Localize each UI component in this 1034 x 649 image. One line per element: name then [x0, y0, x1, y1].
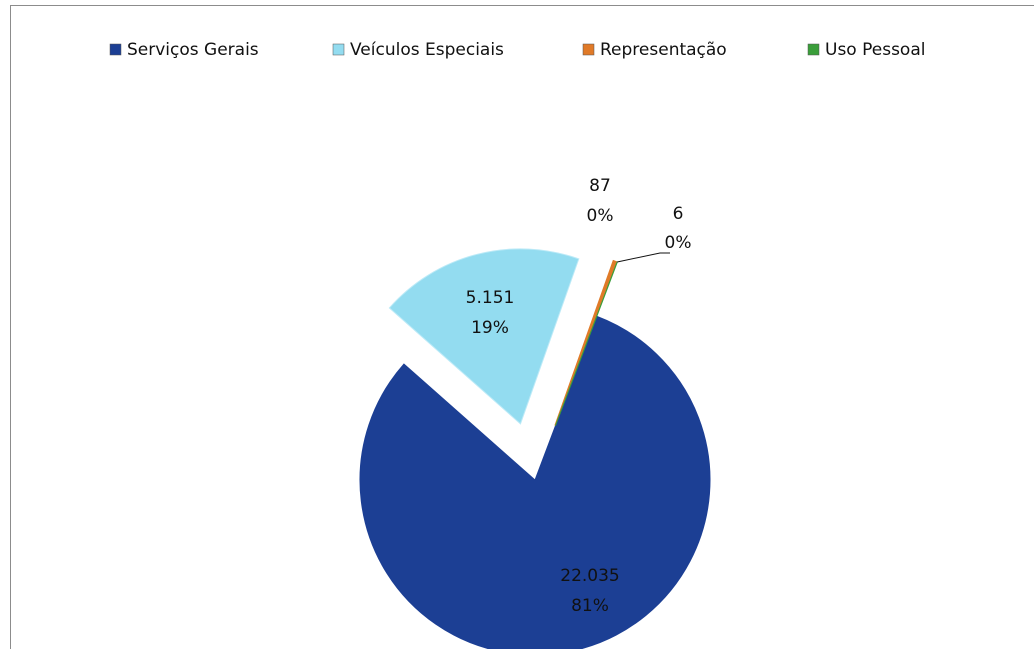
leader-line — [617, 252, 670, 263]
data-label: 5.151 — [466, 288, 515, 308]
data-label-percent: 0% — [665, 233, 692, 253]
data-label: 6 — [673, 204, 684, 224]
legend-swatch — [332, 43, 345, 56]
data-label-percent: 81% — [571, 596, 609, 616]
data-label: 22.035 — [560, 566, 619, 586]
data-label-percent: 0% — [587, 206, 614, 226]
pie-slice — [388, 248, 580, 425]
pie-slice — [359, 315, 711, 649]
legend-label: Representação — [600, 40, 727, 60]
legend-swatch — [109, 43, 122, 56]
legend-label: Serviços Gerais — [127, 40, 259, 60]
data-label-percent: 19% — [471, 318, 509, 338]
data-label: 87 — [589, 176, 611, 196]
legend-swatch — [807, 43, 820, 56]
legend-swatch — [582, 43, 595, 56]
legend-label: Uso Pessoal — [825, 40, 925, 60]
legend-label: Veículos Especiais — [350, 40, 504, 60]
pie-slice — [554, 259, 618, 426]
